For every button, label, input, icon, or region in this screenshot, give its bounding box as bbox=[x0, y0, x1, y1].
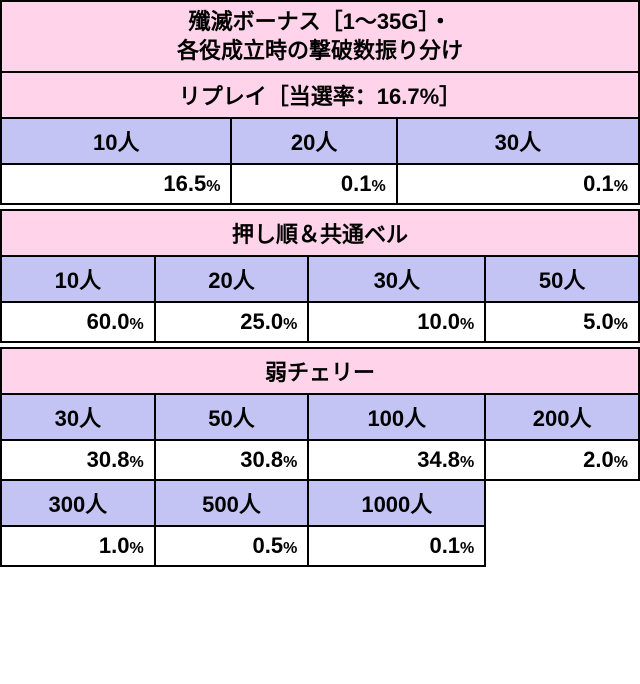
col-header: 20人 bbox=[155, 256, 309, 302]
col-header: 10人 bbox=[1, 256, 155, 302]
col-header: 100人 bbox=[308, 394, 485, 440]
col-header: 20人 bbox=[231, 118, 396, 164]
col-header: 50人 bbox=[155, 394, 309, 440]
col-header: 30人 bbox=[308, 256, 485, 302]
bonus-table: 殲滅ボーナス［1～35G］・ 各役成立時の撃破数振り分け リプレイ［当選率：16… bbox=[0, 0, 640, 567]
value-cell: 30.8% bbox=[1, 440, 155, 480]
section-header: 押し順＆共通ベル bbox=[1, 210, 639, 256]
title-line2: 各役成立時の撃破数振り分け bbox=[177, 38, 463, 63]
value-cell: 1.0% bbox=[1, 526, 155, 566]
value-cell: 2.0% bbox=[485, 440, 639, 480]
col-header: 30人 bbox=[1, 394, 155, 440]
value-cell: 10.0% bbox=[308, 302, 485, 342]
value-cell: 0.1% bbox=[231, 164, 396, 204]
col-header: 300人 bbox=[1, 480, 155, 526]
value-cell: 30.8% bbox=[155, 440, 309, 480]
value-cell: 16.5% bbox=[1, 164, 231, 204]
value-cell: 60.0% bbox=[1, 302, 155, 342]
col-header: 500人 bbox=[155, 480, 309, 526]
col-header: 30人 bbox=[397, 118, 639, 164]
section-header: リプレイ［当選率：16.7%］ bbox=[1, 72, 639, 118]
section-header: 弱チェリー bbox=[1, 348, 639, 394]
title-line1: 殲滅ボーナス［1～35G］・ bbox=[189, 9, 452, 34]
value-cell: 5.0% bbox=[485, 302, 639, 342]
value-cell: 0.1% bbox=[308, 526, 485, 566]
value-cell: 25.0% bbox=[155, 302, 309, 342]
value-cell: 0.1% bbox=[397, 164, 639, 204]
empty-cell bbox=[485, 526, 639, 566]
col-header: 200人 bbox=[485, 394, 639, 440]
table-title: 殲滅ボーナス［1～35G］・ 各役成立時の撃破数振り分け bbox=[1, 1, 639, 72]
value-cell: 34.8% bbox=[308, 440, 485, 480]
col-header: 10人 bbox=[1, 118, 231, 164]
value-cell: 0.5% bbox=[155, 526, 309, 566]
col-header: 50人 bbox=[485, 256, 639, 302]
empty-cell bbox=[485, 480, 639, 526]
col-header: 1000人 bbox=[308, 480, 485, 526]
